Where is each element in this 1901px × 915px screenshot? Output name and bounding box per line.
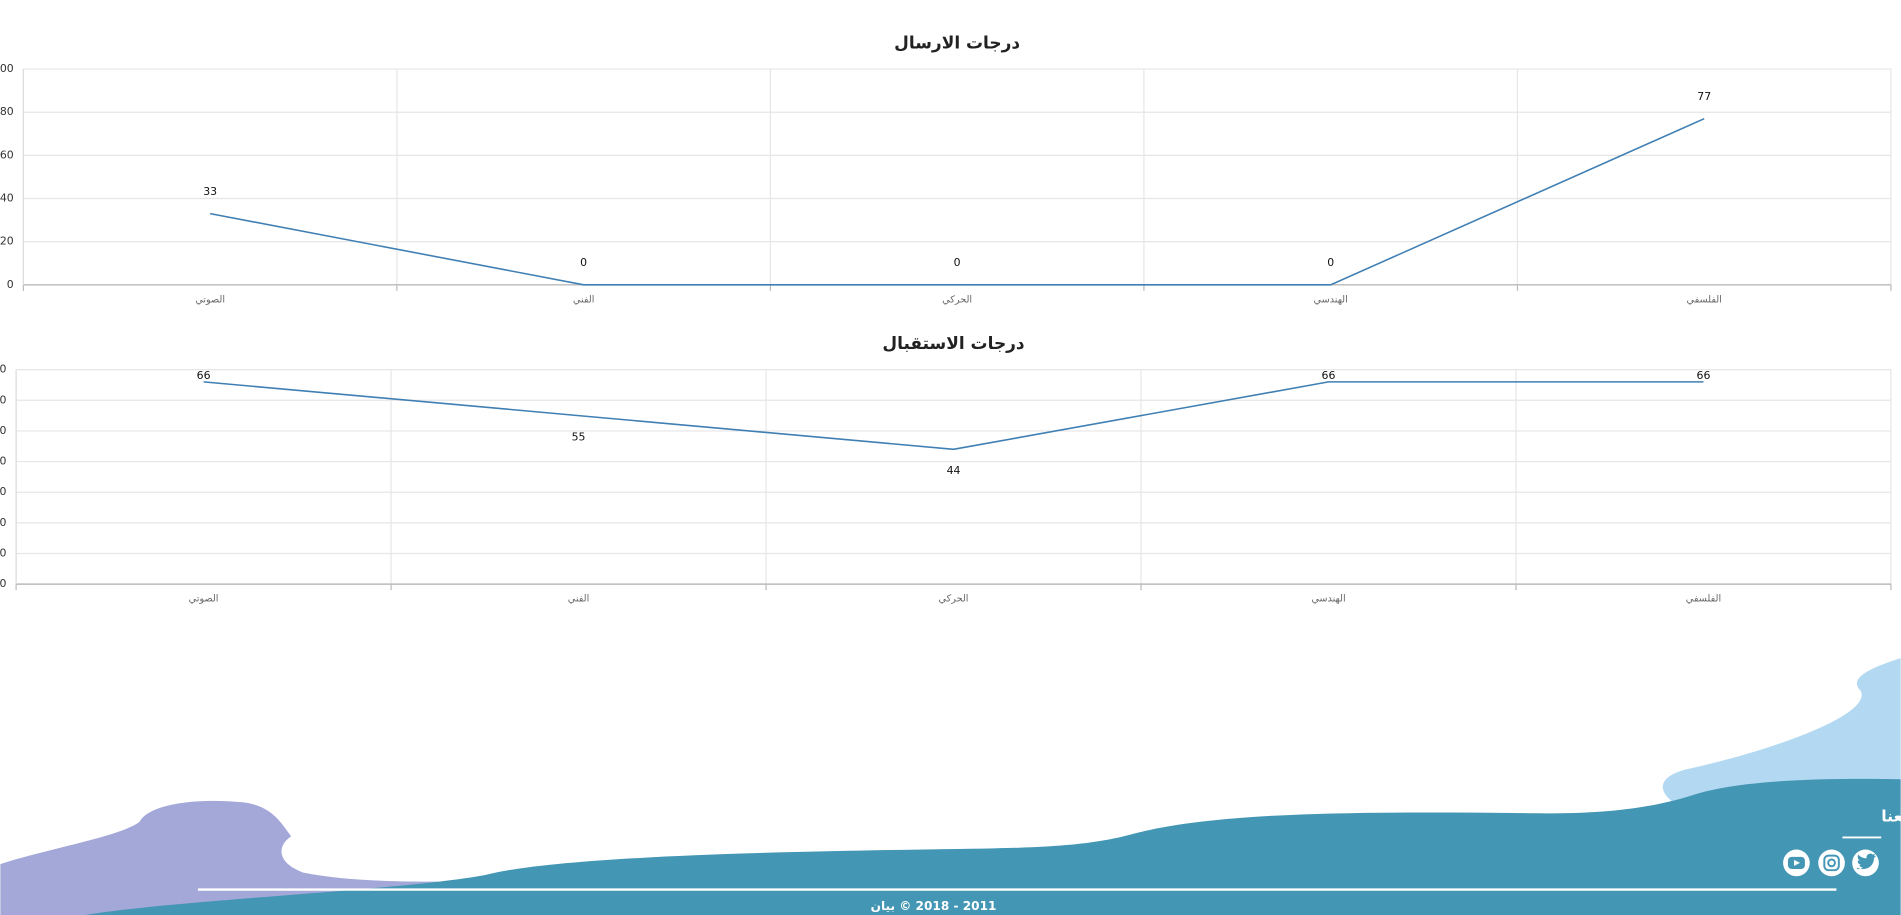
y-tick-label: 0 [7, 278, 14, 291]
y-tick-label: 50 [0, 424, 6, 437]
data-label: 66 [1697, 369, 1711, 382]
y-tick-label: 10 [0, 547, 6, 560]
x-tick-label: الفني [573, 294, 595, 305]
x-tick-label: الحركي [942, 294, 972, 305]
data-label: 66 [1322, 369, 1336, 382]
x-tick-label: الفلسفي [1687, 294, 1722, 305]
y-tick-label: 40 [0, 192, 14, 205]
y-tick-label: 30 [0, 485, 6, 498]
chart-title: درجات الارسال [894, 33, 1020, 53]
y-tick-label: 20 [0, 516, 6, 529]
twitter-icon[interactable] [1852, 849, 1879, 877]
x-tick-label: الحركي [939, 594, 969, 605]
data-line [209, 117, 1705, 286]
charts: درجات الارسال020406080100الصوتيالفنيالحر… [0, 33, 1892, 605]
wave-purple [0, 800, 498, 915]
x-tick-label: الصوتي [195, 294, 225, 305]
data-label: 33 [203, 185, 217, 198]
data-label: 66 [197, 369, 211, 382]
y-tick-label: 60 [0, 393, 6, 406]
y-tick-label: 40 [0, 455, 6, 468]
data-line [203, 381, 1704, 451]
y-tick-label: 20 [0, 235, 14, 248]
y-tick-label: 100 [0, 62, 14, 75]
data-label: 44 [947, 464, 961, 477]
x-tick-label: الفلسفي [1686, 594, 1721, 605]
x-tick-label: الفني [568, 594, 590, 605]
wave-light [1662, 658, 1901, 806]
copyright: 2011 - 2018 © بيان [871, 899, 997, 913]
data-label: 0 [580, 256, 587, 269]
data-label: 0 [954, 256, 961, 269]
data-label: 0 [1327, 256, 1334, 269]
x-tick-label: الهندسي [1311, 594, 1345, 605]
data-label: 77 [1697, 90, 1711, 103]
chart-title: درجات الاستقبال [882, 333, 1025, 353]
footer: 2011 - 2018 © بيان تواصل معنا [0, 658, 1901, 915]
y-tick-label: 0 [0, 577, 6, 590]
contact-title: تواصل معنا [1881, 806, 1901, 825]
y-tick-label: 70 [0, 363, 6, 376]
instagram-icon[interactable] [1818, 849, 1845, 877]
wave-teal [85, 778, 1901, 915]
y-tick-label: 80 [0, 105, 14, 118]
x-tick-label: الهندسي [1314, 294, 1348, 305]
youtube-icon[interactable] [1783, 849, 1810, 877]
data-label: 55 [572, 430, 586, 443]
x-tick-label: الصوتي [189, 594, 219, 605]
y-tick-label: 60 [0, 148, 14, 161]
